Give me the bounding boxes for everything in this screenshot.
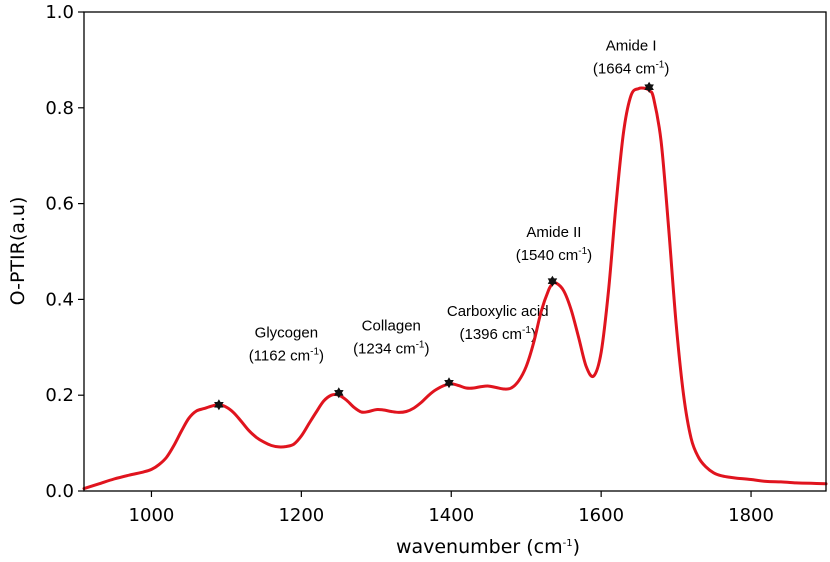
x-axis-ticks: 1000 1200 1400 1600 1800 [129, 491, 774, 526]
peak-annotation-wavenumber: (1540 cm-1) [516, 246, 592, 264]
x-axis-label-unit-sup: -1 [563, 538, 573, 549]
y-tick-label: 0.0 [45, 481, 74, 502]
spectrum-line [82, 86, 828, 491]
peak-marker [547, 275, 558, 287]
peak-annotation-wavenumber: (1162 cm-1) [249, 347, 324, 365]
peak-marker [444, 377, 454, 389]
x-tick-label: 1200 [278, 505, 324, 526]
y-tick-label: 0.8 [45, 98, 74, 119]
y-tick-label: 0.6 [45, 194, 74, 215]
peak-annotation-name: Carboxylic acid [447, 303, 549, 320]
peak-markers [214, 81, 654, 411]
peak-marker [334, 387, 344, 399]
peak-annotation-wavenumber: (1664 cm-1) [593, 59, 669, 77]
x-tick-label: 1800 [728, 505, 774, 526]
x-tick-label: 1400 [428, 505, 474, 526]
x-axis-label-main: wavenumber [396, 536, 520, 558]
x-tick-label: 1600 [578, 505, 624, 526]
peak-annotation-wavenumber: (1234 cm-1) [353, 340, 429, 358]
peak-annotation-wavenumber: (1396 cm-1) [460, 325, 536, 343]
x-axis-label: wavenumber (cm-1) [396, 536, 580, 558]
x-tick-label: 1000 [129, 505, 175, 526]
y-tick-label: 0.4 [45, 289, 74, 310]
peak-annotation-name: Amide I [606, 37, 657, 54]
y-tick-label: 0.2 [45, 385, 74, 406]
peak-annotation-name: Collagen [362, 318, 421, 335]
peak-marker [644, 81, 654, 93]
y-axis-ticks: 0.0 0.2 0.4 0.6 0.8 1.0 [45, 2, 84, 502]
peak-marker [214, 399, 224, 411]
x-axis-label-unit: cm [534, 536, 563, 558]
series-layer [82, 86, 828, 491]
peak-annotations: Glycogen (1162 cm-1) Collagen (1234 cm-1) Ca… [249, 37, 670, 364]
y-tick-label: 1.0 [45, 2, 74, 23]
y-axis-label: O-PTIR(a.u) [7, 197, 29, 306]
peak-annotation-name: Glycogen [255, 325, 318, 342]
peak-annotation-name: Amide II [526, 224, 581, 241]
plot-frame [83, 11, 827, 492]
